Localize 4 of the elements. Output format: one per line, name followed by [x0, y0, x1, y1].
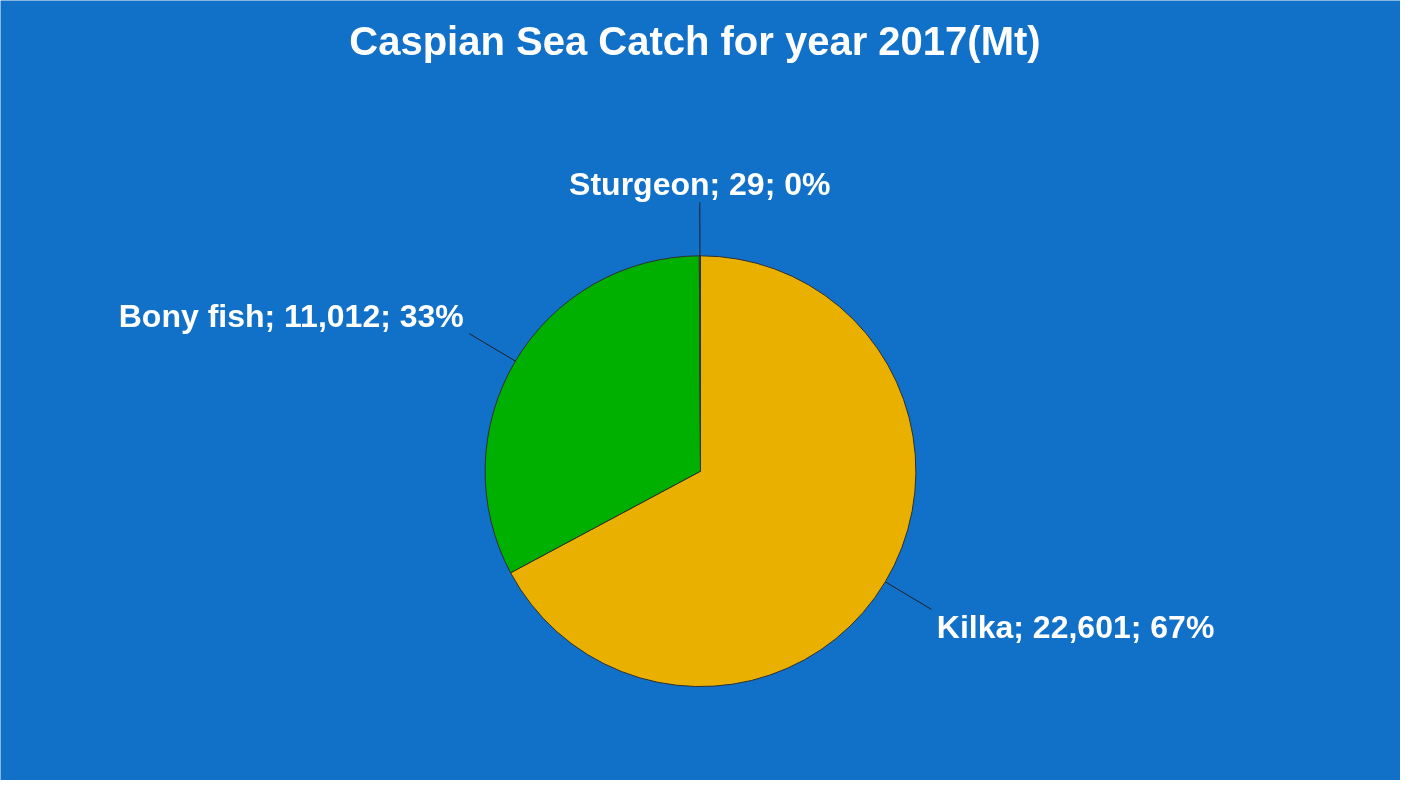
chart-title: Caspian Sea Catch for year 2017(Mt)	[349, 18, 1041, 63]
slice-label: Bony fish; 11,012; 33%	[118, 297, 464, 334]
slice-label: Kilka; 22,601; 67%	[936, 609, 1215, 646]
slice-label: Sturgeon; 29; 0%	[569, 166, 831, 203]
